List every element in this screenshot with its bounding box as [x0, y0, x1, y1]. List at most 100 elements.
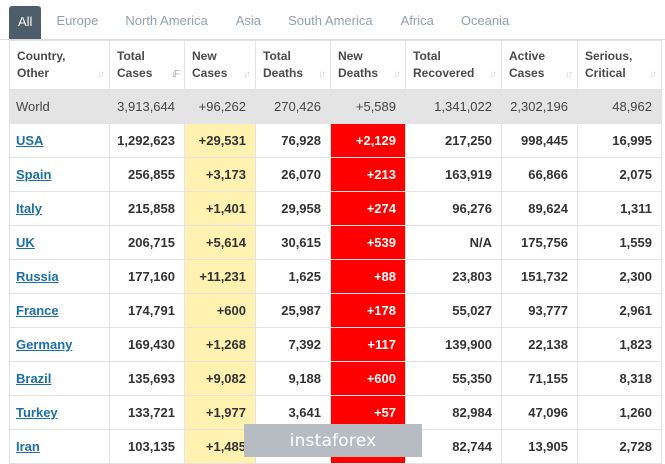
sort-icon: ↓↑: [489, 69, 497, 80]
cell-new-cases: +1,401: [184, 191, 256, 226]
cell-total-cases: 256,855: [109, 157, 185, 192]
cell-total-recovered: 55,027: [405, 293, 502, 328]
cell-new-cases: +1,977: [184, 395, 256, 430]
cell-new-cases: +5,614: [184, 225, 256, 260]
world-total-cases: 3,913,644: [109, 89, 185, 124]
country-link[interactable]: Russia: [16, 269, 59, 284]
world-new-deaths: +5,589: [330, 89, 406, 124]
cell-total-deaths: 26,070: [255, 157, 331, 192]
header-active-cases-line2: Cases: [509, 66, 545, 80]
cell-new-deaths: +117: [330, 327, 406, 362]
cell-total-cases: 174,791: [109, 293, 185, 328]
cell-active-cases: 13,905: [501, 429, 578, 464]
cell-serious-critical: 1,311: [577, 191, 662, 226]
cell-serious-critical: 1,260: [577, 395, 662, 430]
cell-serious-critical: 16,995: [577, 123, 662, 158]
cell-active-cases: 47,096: [501, 395, 578, 430]
country-link[interactable]: Turkey: [16, 405, 58, 420]
header-new-cases[interactable]: New Cases ↓↑: [184, 40, 256, 90]
table-row: USA 1,292,623 +29,531 76,928 +2,129 217,250 99…: [9, 123, 662, 158]
header-total-recovered[interactable]: Total Recovered ↓↑: [405, 40, 502, 90]
header-serious-critical[interactable]: Serious, Critical ↓↑: [577, 40, 662, 90]
header-country-line2: Other: [17, 66, 50, 80]
cell-total-cases: 133,721: [109, 395, 185, 430]
sort-icon: ↓↑: [97, 69, 105, 80]
cell-new-deaths: +600: [330, 361, 406, 396]
header-new-deaths[interactable]: New Deaths ↓↑: [330, 40, 406, 90]
sort-icon: ↓↑: [649, 69, 657, 80]
cell-new-deaths: +213: [330, 157, 406, 192]
cell-serious-critical: 8,318: [577, 361, 662, 396]
cell-total-cases: 215,858: [109, 191, 185, 226]
cell-total-deaths: 29,958: [255, 191, 331, 226]
table-row: Russia 177,160 +11,231 1,625 +88 23,803 151,73…: [9, 259, 662, 294]
tab-africa[interactable]: Africa: [400, 13, 434, 28]
country-link[interactable]: UK: [16, 235, 35, 250]
cell-total-cases: 177,160: [109, 259, 185, 294]
country-link[interactable]: USA: [16, 133, 44, 148]
header-total-cases[interactable]: Total Cases ↓F: [109, 40, 185, 90]
cell-total-deaths: 1,625: [255, 259, 331, 294]
cell-total-recovered: 163,919: [405, 157, 502, 192]
tab-north-america[interactable]: North America: [125, 13, 208, 28]
sort-desc-icon: ↓F: [170, 69, 180, 80]
country-link[interactable]: France: [16, 303, 59, 318]
world-new-cases: +96,262: [184, 89, 256, 124]
cell-country: Spain: [9, 157, 110, 192]
table-row: Turkey 133,721 +1,977 3,641 +57 82,984 47,096 1…: [9, 395, 662, 430]
cell-total-deaths: 25,987: [255, 293, 331, 328]
sort-icon: ↓↑: [243, 69, 251, 80]
cell-total-cases: 1,292,623: [109, 123, 185, 158]
cell-country: Italy: [9, 191, 110, 226]
tab-oceania[interactable]: Oceania: [460, 13, 510, 28]
cell-country: Brazil: [9, 361, 110, 396]
cell-serious-critical: 2,075: [577, 157, 662, 192]
cell-serious-critical: 1,823: [577, 327, 662, 362]
country-link[interactable]: Spain: [16, 167, 52, 182]
table-row: Brazil 135,693 +9,082 9,188 +600 55,350 71,155…: [9, 361, 662, 396]
header-total-recovered-line2: Recovered: [413, 66, 475, 80]
table-row: UK 206,715 +5,614 30,615 +539 N/A 175,756 1,559: [9, 225, 662, 260]
cell-total-cases: 103,135: [109, 429, 185, 464]
cell-serious-critical: 2,728: [577, 429, 662, 464]
country-link[interactable]: Germany: [16, 337, 73, 352]
cell-total-deaths: 30,615: [255, 225, 331, 260]
cell-active-cases: 93,777: [501, 293, 578, 328]
world-active-cases: 2,302,196: [501, 89, 578, 124]
cell-total-deaths: 7,392: [255, 327, 331, 362]
header-new-cases-line1: New: [192, 49, 217, 63]
header-new-cases-line2: Cases: [192, 66, 228, 80]
country-link[interactable]: Iran: [16, 439, 40, 454]
header-serious-critical-line1: Serious,: [585, 49, 633, 63]
cell-new-cases: +1,268: [184, 327, 256, 362]
table-row: Germany 169,430 +1,268 7,392 +117 139,900 22,1…: [9, 327, 662, 362]
world-label: World: [9, 89, 110, 124]
cell-total-cases: 135,693: [109, 361, 185, 396]
cell-active-cases: 22,138: [501, 327, 578, 362]
cell-active-cases: 998,445: [501, 123, 578, 158]
tab-south-america[interactable]: South America: [288, 13, 373, 28]
cell-country: Turkey: [9, 395, 110, 430]
cell-active-cases: 175,756: [501, 225, 578, 260]
world-serious-critical: 48,962: [577, 89, 662, 124]
header-total-deaths-line1: Total: [263, 49, 291, 63]
cell-active-cases: 66,866: [501, 157, 578, 192]
header-total-deaths[interactable]: Total Deaths ↓↑: [255, 40, 331, 90]
header-country[interactable]: Country, Other ↓↑: [9, 40, 110, 90]
tab-asia[interactable]: Asia: [235, 13, 262, 28]
country-link[interactable]: Italy: [16, 201, 43, 216]
header-active-cases[interactable]: Active Cases ↓↑: [501, 40, 578, 90]
header-total-recovered-line1: Total: [413, 49, 441, 63]
covid-table: Country, Other ↓↑ Total Cases ↓F New Cases ↓↑ …: [9, 40, 662, 464]
cell-country: USA: [9, 123, 110, 158]
country-link[interactable]: Brazil: [16, 371, 52, 386]
cell-country: France: [9, 293, 110, 328]
cell-total-recovered: 217,250: [405, 123, 502, 158]
cell-serious-critical: 2,300: [577, 259, 662, 294]
tab-all[interactable]: All: [9, 6, 42, 39]
cell-total-recovered: 23,803: [405, 259, 502, 294]
cell-active-cases: 71,155: [501, 361, 578, 396]
cell-new-cases: +3,173: [184, 157, 256, 192]
tab-europe[interactable]: Europe: [56, 13, 99, 28]
cell-new-deaths: +88: [330, 259, 406, 294]
